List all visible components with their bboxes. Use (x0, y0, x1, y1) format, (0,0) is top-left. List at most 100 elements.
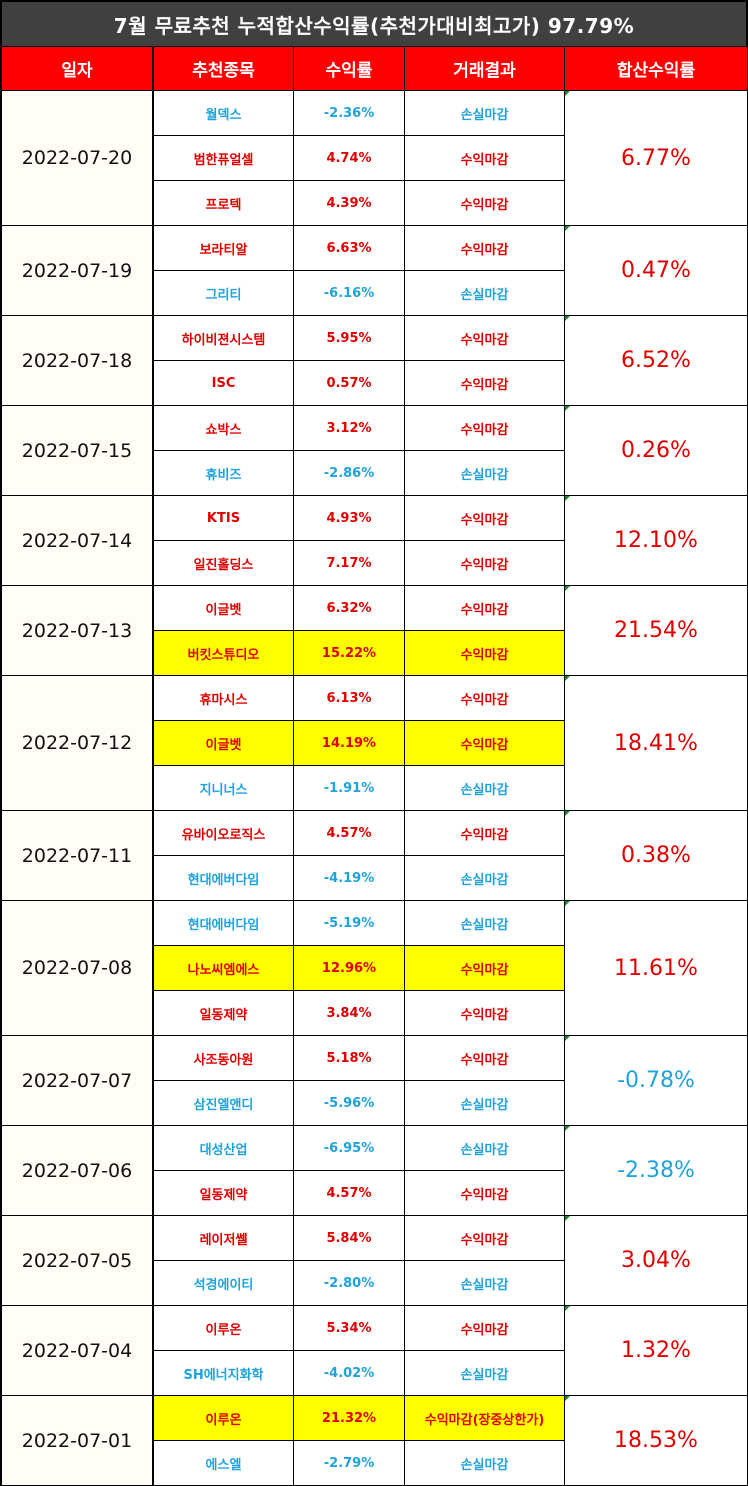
result-cell: 수익마감 (405, 946, 564, 990)
return-cell: -4.19% (294, 856, 404, 900)
date-cell: 2022-07-13 (2, 586, 152, 675)
return-cell: 4.57% (294, 1171, 404, 1215)
return-cell: -5.96% (294, 1081, 404, 1125)
return-cell: 5.18% (294, 1036, 404, 1080)
total-return-cell: 6.77% (565, 91, 747, 225)
result-cell: 수익마감 (405, 586, 564, 630)
header-return: 수익률 (294, 47, 404, 90)
stock-name-cell: 이글벳 (154, 721, 293, 765)
stock-name-cell: 레이저쎌 (154, 1216, 293, 1260)
total-return-cell: 6.52% (565, 316, 747, 405)
return-cell: -1.91% (294, 766, 404, 810)
total-return-cell: 12.10% (565, 496, 747, 585)
return-cell: 6.32% (294, 586, 404, 630)
return-cell: -6.95% (294, 1126, 404, 1170)
return-cell: -6.16% (294, 271, 404, 315)
return-cell: 7.17% (294, 541, 404, 585)
result-cell: 손실마감 (405, 451, 564, 495)
stock-name-cell: 하이비젼시스템 (154, 316, 293, 360)
comment-marker-icon (565, 901, 570, 906)
date-cell: 2022-07-11 (2, 811, 152, 900)
stock-name-cell: 에스엘 (154, 1441, 293, 1485)
return-cell: -2.80% (294, 1261, 404, 1305)
stock-name-cell: 현대에버다임 (154, 856, 293, 900)
return-cell: 5.84% (294, 1216, 404, 1260)
stock-name-cell: 일동제약 (154, 1171, 293, 1215)
total-return-value: 0.26% (621, 438, 691, 463)
stock-name-cell: 범한퓨얼셀 (154, 136, 293, 180)
comment-marker-icon (565, 676, 570, 681)
return-cell: -2.79% (294, 1441, 404, 1485)
result-cell: 수익마감 (405, 811, 564, 855)
total-return-value: 12.10% (614, 528, 698, 553)
stock-name-cell: 이글벳 (154, 586, 293, 630)
total-return-cell: 3.04% (565, 1216, 747, 1305)
result-cell: 수익마감 (405, 316, 564, 360)
date-cell: 2022-07-19 (2, 226, 152, 315)
return-cell: 6.63% (294, 226, 404, 270)
result-cell: 수익마감 (405, 226, 564, 270)
date-cell: 2022-07-20 (2, 91, 152, 225)
return-cell: 3.84% (294, 991, 404, 1035)
date-cell: 2022-07-07 (2, 1036, 152, 1125)
table-title: 7월 무료추천 누적합산수익률(추천가대비최고가) 97.79% (2, 2, 746, 46)
result-cell: 수익마감 (405, 496, 564, 540)
result-cell: 손실마감 (405, 1441, 564, 1485)
total-return-cell: 0.38% (565, 811, 747, 900)
result-cell: 손실마감 (405, 91, 564, 135)
result-cell: 손실마감 (405, 1081, 564, 1125)
return-cell: 15.22% (294, 631, 404, 675)
stock-name-cell: 쇼박스 (154, 406, 293, 450)
total-return-cell: 0.26% (565, 406, 747, 495)
stock-name-cell: ISC (154, 361, 293, 405)
date-cell: 2022-07-12 (2, 676, 152, 810)
stock-name-cell: 삼진엘앤디 (154, 1081, 293, 1125)
comment-marker-icon (565, 1126, 570, 1131)
result-cell: 수익마감 (405, 631, 564, 675)
stock-name-cell: 월덱스 (154, 91, 293, 135)
comment-marker-icon (565, 811, 570, 816)
total-return-value: 1.32% (621, 1338, 691, 1363)
result-cell: 손실마감 (405, 1261, 564, 1305)
comment-marker-icon (565, 1306, 570, 1311)
comment-marker-icon (565, 496, 570, 501)
stock-name-cell: KTIS (154, 496, 293, 540)
return-cell: 12.96% (294, 946, 404, 990)
return-cell: 5.34% (294, 1306, 404, 1350)
stock-name-cell: 대성산업 (154, 1126, 293, 1170)
stock-name-cell: 버킷스튜디오 (154, 631, 293, 675)
stock-name-cell: 그리티 (154, 271, 293, 315)
total-return-value: 3.04% (621, 1248, 691, 1273)
result-cell: 수익마감 (405, 991, 564, 1035)
total-return-cell: 18.41% (565, 676, 747, 810)
stock-name-cell: 현대에버다임 (154, 901, 293, 945)
comment-marker-icon (565, 91, 570, 96)
stock-name-cell: 일진홀딩스 (154, 541, 293, 585)
stock-name-cell: SH에너지화학 (154, 1351, 293, 1395)
result-cell: 수익마감 (405, 721, 564, 765)
stock-name-cell: 이루온 (154, 1306, 293, 1350)
result-cell: 손실마감 (405, 856, 564, 900)
header-stock: 추천종목 (154, 47, 293, 90)
total-return-cell: -0.78% (565, 1036, 747, 1125)
result-cell: 손실마감 (405, 1351, 564, 1395)
total-return-cell: 1.32% (565, 1306, 747, 1395)
total-return-cell: 0.47% (565, 226, 747, 315)
comment-marker-icon (565, 226, 570, 231)
comment-marker-icon (565, 1036, 570, 1041)
return-cell: 14.19% (294, 721, 404, 765)
result-cell: 수익마감 (405, 1306, 564, 1350)
total-return-value: 11.61% (614, 955, 698, 981)
return-cell: -2.86% (294, 451, 404, 495)
stock-name-cell: 프로텍 (154, 181, 293, 225)
result-cell: 수익마감 (405, 541, 564, 585)
total-return-value: 18.41% (614, 730, 698, 756)
date-cell: 2022-07-08 (2, 901, 152, 1035)
date-cell: 2022-07-04 (2, 1306, 152, 1395)
total-return-value: -0.78% (617, 1068, 695, 1093)
result-cell: 수익마감 (405, 361, 564, 405)
stock-name-cell: 석경에이티 (154, 1261, 293, 1305)
comment-marker-icon (565, 1216, 570, 1221)
return-cell: 21.32% (294, 1396, 404, 1440)
date-cell: 2022-07-06 (2, 1126, 152, 1215)
